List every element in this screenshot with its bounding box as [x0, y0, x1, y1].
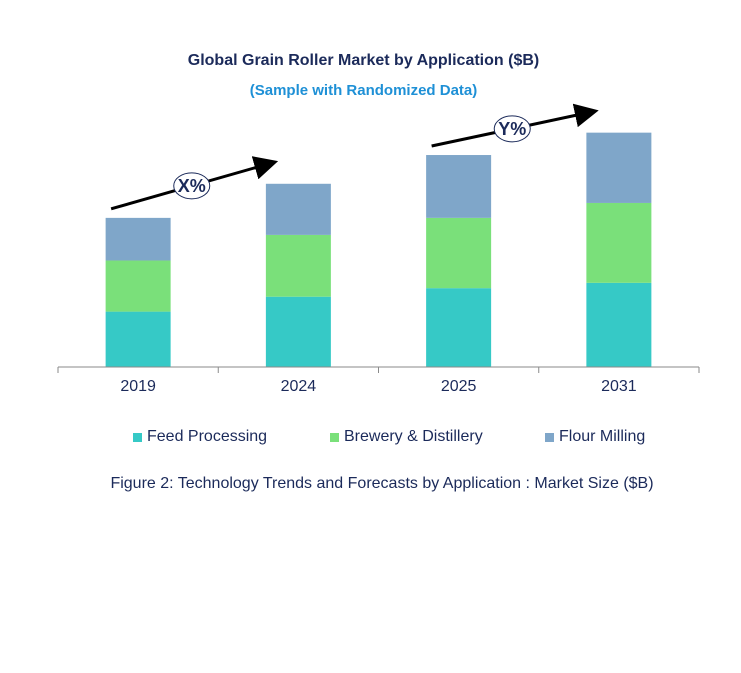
chart-legend: Feed Processing Brewery & Distillery Flo…	[0, 428, 741, 448]
chart-subtitle: (Sample with Randomized Data)	[249, 82, 478, 99]
legend-item-feed-processing: Feed Processing	[133, 428, 267, 446]
bar-segment-feed-processing-2024	[265, 296, 331, 367]
bar-segment-feed-processing-2031	[586, 282, 652, 367]
bar-segment-flour-milling-2031	[586, 132, 652, 203]
x-tick-label-2031: 2031	[601, 378, 637, 395]
growth-label-2: Y%	[498, 119, 526, 139]
legend-swatch	[133, 432, 142, 442]
legend-label: Flour Milling	[559, 428, 646, 445]
x-tick-label-2019: 2019	[120, 378, 156, 395]
legend-label: Brewery & Distillery	[344, 428, 483, 445]
x-tick-label-2024: 2024	[281, 378, 317, 395]
growth-bubble-1	[173, 172, 211, 200]
bar-segment-brewery-distillery-2025	[426, 217, 492, 289]
bar-segment-feed-processing-2019	[105, 311, 171, 367]
figure-caption: Figure 2: Technology Trends and Forecast…	[110, 475, 654, 492]
legend-item-brewery-distillery: Brewery & Distillery	[330, 428, 483, 446]
bar-segment-flour-milling-2019	[105, 217, 171, 261]
legend-swatch	[330, 432, 339, 442]
legend-swatch	[545, 432, 554, 442]
bar-segment-brewery-distillery-2031	[586, 202, 652, 283]
legend-label: Feed Processing	[147, 428, 268, 445]
legend-item-flour-milling: Flour Milling	[545, 428, 645, 446]
growth-label-1: X%	[178, 176, 206, 196]
bar-segment-feed-processing-2025	[426, 288, 492, 367]
bar-segment-brewery-distillery-2024	[265, 234, 331, 297]
bar-segment-flour-milling-2024	[265, 183, 331, 235]
chart-title: Global Grain Roller Market by Applicatio…	[187, 52, 540, 69]
stacked-bar-chart: 2019 2024 2025 2031 X% Y%	[57, 103, 700, 395]
growth-bubble-2	[493, 115, 531, 143]
bar-segment-flour-milling-2025	[426, 155, 492, 218]
x-tick-label-2025: 2025	[441, 378, 477, 395]
bar-segment-brewery-distillery-2019	[105, 260, 171, 312]
